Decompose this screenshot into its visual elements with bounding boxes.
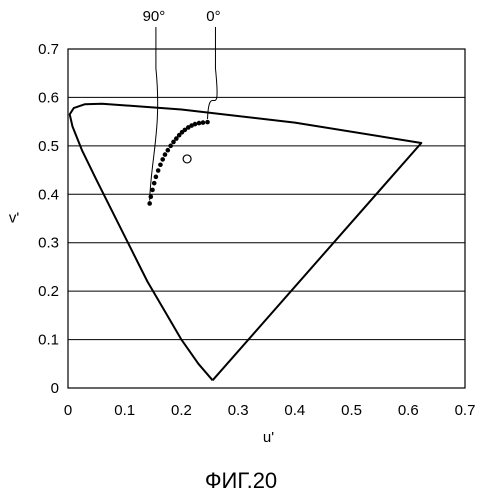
x-tick-label: 0 xyxy=(64,402,72,419)
annotation-leader-line xyxy=(208,27,218,119)
white-point-marker xyxy=(183,155,191,163)
y-tick-label: 0.2 xyxy=(38,283,59,300)
y-tick-label: 0.5 xyxy=(38,138,59,155)
data-point xyxy=(158,162,163,167)
x-tick-label: 0.6 xyxy=(398,402,419,419)
data-point xyxy=(163,152,168,157)
annotation-label: 0° xyxy=(206,8,220,25)
data-point xyxy=(201,120,206,125)
x-tick-label: 0.3 xyxy=(228,402,249,419)
y-axis-label: v' xyxy=(9,210,20,227)
x-axis-label: u' xyxy=(263,429,274,446)
data-point xyxy=(150,188,155,193)
annotation-layer: 90° 0° xyxy=(143,8,221,200)
data-point xyxy=(156,168,161,173)
figure-caption: ФИГ.20 xyxy=(205,468,277,493)
data-point xyxy=(205,120,210,125)
x-tick-label: 0.7 xyxy=(455,402,476,419)
data-point xyxy=(197,121,202,126)
gamut-boundary xyxy=(70,104,422,381)
plot-frame xyxy=(68,49,465,388)
data-point xyxy=(168,144,173,149)
data-point xyxy=(149,194,154,199)
data-point xyxy=(154,175,159,180)
grid-lines xyxy=(68,49,465,388)
y-tick-label: 0 xyxy=(51,380,59,397)
data-point xyxy=(152,181,157,186)
y-tick-label: 0.7 xyxy=(38,41,59,58)
data-point xyxy=(171,140,176,145)
y-tick-label: 0.3 xyxy=(38,235,59,252)
y-tick-label: 0.6 xyxy=(38,89,59,106)
data-point xyxy=(166,148,171,153)
x-tick-label: 0.2 xyxy=(171,402,192,419)
y-tick-label: 0.4 xyxy=(38,186,59,203)
annotation-label: 90° xyxy=(143,8,166,25)
data-point xyxy=(160,157,165,162)
x-tick-label: 0.4 xyxy=(284,402,305,419)
x-tick-label: 0.5 xyxy=(341,402,362,419)
annotation-leader-line xyxy=(150,27,158,200)
x-tick-label: 0.1 xyxy=(114,402,135,419)
gamut-layer xyxy=(70,104,422,381)
y-tick-label: 0.1 xyxy=(38,332,59,349)
data-point xyxy=(147,201,152,206)
